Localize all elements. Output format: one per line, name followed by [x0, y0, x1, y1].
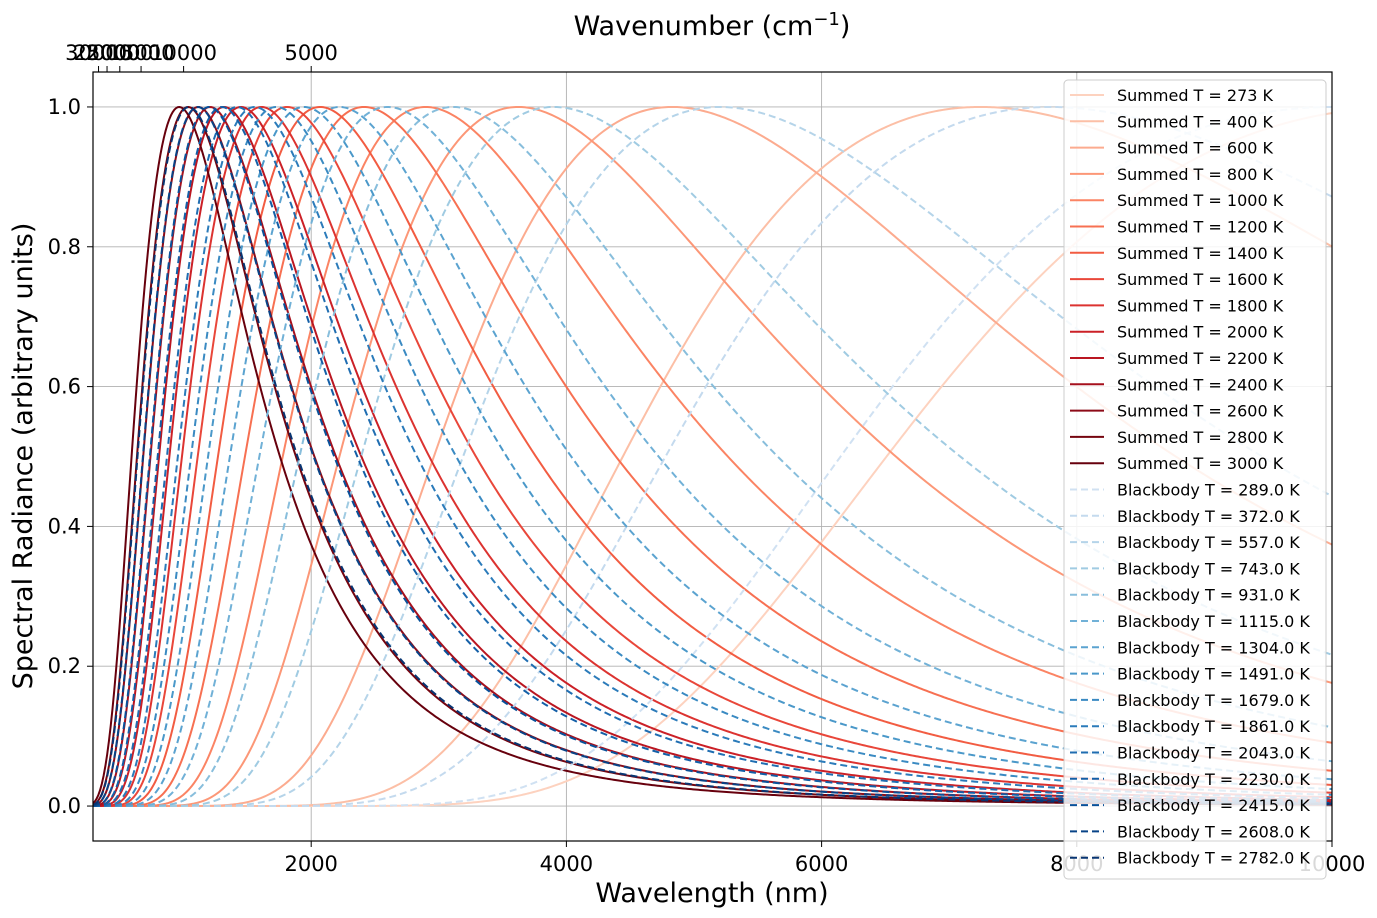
legend-entry-label: Summed T = 1000 K	[1117, 191, 1284, 210]
y-tick-label: 0.8	[48, 235, 81, 259]
top-tick-label: 25000	[74, 41, 141, 65]
top-tick-label: 20000	[86, 41, 153, 65]
top-tick-label: 10000	[150, 41, 217, 65]
legend-box	[1063, 79, 1327, 880]
legend-entry-label: Summed T = 600 K	[1117, 139, 1274, 158]
legend-entry-label: Blackbody T = 743.0 K	[1117, 559, 1300, 578]
y-tick-label: 0.2	[48, 654, 81, 678]
legend-entry-label: Blackbody T = 2043.0 K	[1117, 744, 1310, 763]
legend-entry-label: Blackbody T = 372.0 K	[1117, 507, 1300, 526]
legend-entry-label: Summed T = 2600 K	[1117, 402, 1284, 421]
x-tick-label: 4000	[540, 852, 593, 876]
legend-entry-label: Blackbody T = 1491.0 K	[1117, 665, 1310, 684]
top-tick-label: 15000	[108, 41, 175, 65]
top-axis-title: Wavenumber (cm−1)	[574, 9, 851, 42]
top-axis-title-superscript: −1	[813, 9, 840, 30]
x-axis-title: Wavelength (nm)	[595, 878, 828, 909]
legend-entry-label: Blackbody T = 557.0 K	[1117, 533, 1300, 552]
legend-entry-label: Summed T = 800 K	[1117, 165, 1274, 184]
legend-entry-label: Summed T = 273 K	[1117, 86, 1274, 105]
legend-entry-label: Blackbody T = 2230.0 K	[1117, 770, 1310, 789]
top-axis-title-end: )	[840, 11, 851, 42]
legend-entry-label: Summed T = 1800 K	[1117, 296, 1284, 315]
top-tick-label: 30000	[65, 41, 132, 65]
top-axis-title-main: Wavenumber (cm	[574, 11, 814, 42]
blackbody-series-line	[93, 105, 1332, 808]
y-tick-label: 0.0	[48, 794, 81, 818]
y-axis-title: Spectral Radiance (arbitrary units)	[8, 223, 39, 690]
legend-entry-label: Blackbody T = 2415.0 K	[1117, 796, 1310, 815]
x-tick-label: 6000	[795, 852, 848, 876]
legend-entry-label: Summed T = 3000 K	[1117, 454, 1284, 473]
y-tick-label: 1.0	[48, 95, 81, 119]
legend-entry-label: Blackbody T = 2782.0 K	[1117, 849, 1310, 868]
legend-entry-label: Summed T = 1200 K	[1117, 218, 1284, 237]
x-tick-label: 2000	[284, 852, 337, 876]
y-axis-ticks: 0.0 0.2 0.4 0.6 0.8 1.0	[48, 95, 93, 818]
legend-entry-label: Blackbody T = 289.0 K	[1117, 481, 1300, 500]
legend-entry-label: Blackbody T = 1304.0 K	[1117, 638, 1310, 657]
legend-entry-label: Summed T = 1600 K	[1117, 270, 1284, 289]
legend-entry-label: Summed T = 2800 K	[1117, 428, 1284, 447]
plot-area-frame	[92, 71, 1333, 842]
legend-entry-label: Summed T = 2400 K	[1117, 375, 1284, 394]
legend-entry-label: Blackbody T = 931.0 K	[1117, 586, 1300, 605]
blackbody-series-line	[93, 105, 1332, 808]
legend-entry-label: Summed T = 1400 K	[1117, 244, 1284, 263]
top-tick-label: 5000	[284, 41, 337, 65]
legend-entry-label: Blackbody T = 2608.0 K	[1117, 822, 1310, 841]
legend-entry-label: Blackbody T = 1679.0 K	[1117, 691, 1310, 710]
legend-entry-label: Summed T = 2200 K	[1117, 349, 1284, 368]
legend-entry-label: Blackbody T = 1861.0 K	[1117, 717, 1310, 736]
legend-entry-label: Summed T = 400 K	[1117, 112, 1274, 131]
legend: Summed T = 273 K Summed T = 400 K Summed T…	[1063, 79, 1327, 880]
y-tick-label: 0.6	[48, 375, 81, 399]
blackbody-series-line	[93, 105, 1332, 807]
y-tick-label: 0.4	[48, 514, 81, 538]
legend-entry-label: Blackbody T = 1115.0 K	[1117, 612, 1310, 631]
legend-entry-label: Summed T = 2000 K	[1117, 323, 1284, 342]
